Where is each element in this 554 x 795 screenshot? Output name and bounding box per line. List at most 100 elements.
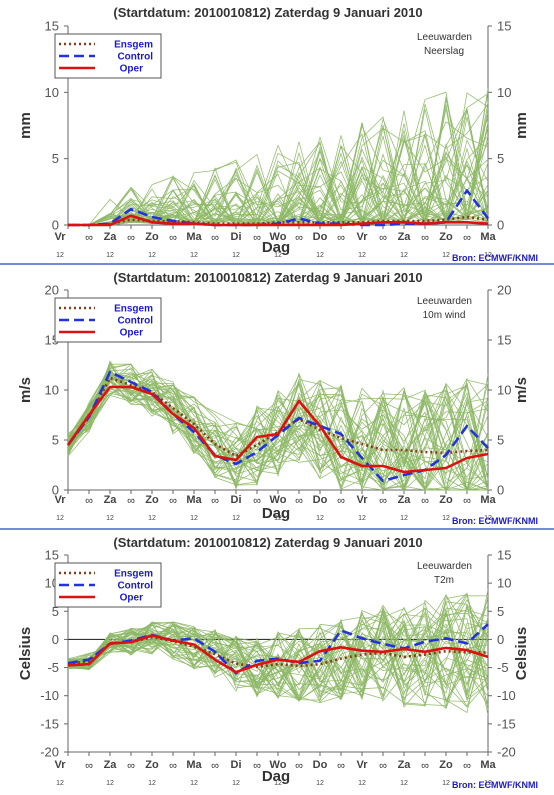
- x-day-label: Ma: [480, 231, 496, 243]
- y-tick-label: -20: [40, 745, 59, 760]
- y-tick-label: 0: [497, 218, 504, 233]
- x-day-label: Zo: [145, 494, 159, 506]
- y-tick-label: -20: [497, 745, 516, 760]
- ensemble-member-line: [67, 372, 489, 491]
- y-axis-label: Celsius: [17, 627, 34, 680]
- chart-panel-neerslag: (Startdatum: 2010010812) Zaterdag 9 Janu…: [17, 5, 538, 263]
- ensemble-members: [67, 589, 489, 716]
- y-tick-label: 5: [52, 151, 59, 166]
- x-day-label: Wo: [270, 231, 287, 243]
- x-hour-label: 12: [316, 252, 324, 259]
- y-tick-label: 20: [45, 283, 59, 298]
- x-halfday-marker: ∞: [421, 495, 429, 507]
- y-tick-label: 10: [497, 85, 511, 100]
- y-tick-label: 5: [497, 604, 504, 619]
- x-hour-label: 12: [148, 252, 156, 259]
- x-day-label: Za: [398, 494, 412, 506]
- x-day-label: Vr: [54, 759, 66, 771]
- y-tick-label: 0: [52, 632, 59, 647]
- x-halfday-marker: ∞: [169, 495, 177, 507]
- ensemble-member-line: [67, 367, 489, 489]
- y-tick-label: 5: [52, 604, 59, 619]
- legend-label-control: Control: [117, 581, 153, 592]
- x-day-label: Ma: [186, 231, 202, 243]
- x-halfday-marker: ∞: [337, 495, 345, 507]
- x-day-label: Di: [231, 494, 242, 506]
- x-hour-label: 12: [56, 780, 64, 787]
- legend-label-oper: Oper: [120, 64, 143, 75]
- x-halfday-marker: ∞: [169, 232, 177, 244]
- y-axis-label: mm: [513, 112, 530, 139]
- x-day-label: Vr: [54, 231, 66, 243]
- ensemble-member-line: [68, 110, 489, 226]
- y-axis-label: m/s: [513, 377, 530, 403]
- source-label: Bron: ECMWF/KNMI: [452, 516, 538, 526]
- x-halfday-marker: ∞: [253, 232, 261, 244]
- x-hour-label: 12: [400, 780, 408, 787]
- x-axis-label: Dag: [262, 505, 290, 522]
- x-day-label: Za: [398, 759, 412, 771]
- y-tick-label: -10: [40, 688, 59, 703]
- ensemble-member-line: [67, 371, 489, 491]
- legend-label-ensgem: Ensgem: [114, 304, 153, 315]
- x-hour-label: 12: [106, 780, 114, 787]
- x-day-label: Wo: [270, 494, 287, 506]
- variable-label: Neerslag: [424, 46, 464, 57]
- x-day-label: Do: [313, 231, 328, 243]
- x-hour-label: 12: [484, 780, 492, 787]
- ensemble-member-line: [67, 606, 489, 687]
- ensemble-members: [67, 360, 489, 492]
- ensemble-member-line: [67, 606, 489, 697]
- series-line-oper: [66, 385, 489, 474]
- ensemble-member-line: [67, 607, 489, 681]
- x-hour-label: 12: [274, 252, 282, 259]
- x-hour-label: 12: [232, 252, 240, 259]
- x-hour-label: 12: [316, 515, 324, 522]
- y-tick-label: -15: [40, 716, 59, 731]
- x-day-label: Wo: [270, 759, 287, 771]
- legend-box: [54, 297, 162, 343]
- legend-label-control: Control: [117, 52, 153, 63]
- ensemble-member-line: [67, 386, 489, 492]
- chart-title: (Startdatum: 2010010812) Zaterdag 9 Janu…: [113, 270, 422, 285]
- x-hour-label: 12: [358, 780, 366, 787]
- series-line-oper: [68, 214, 489, 227]
- x-day-label: Zo: [145, 231, 159, 243]
- x-hour-label: 12: [274, 780, 282, 787]
- x-halfday-marker: ∞: [211, 232, 219, 244]
- x-day-label: Di: [231, 759, 242, 771]
- legend-label-oper: Oper: [120, 593, 143, 604]
- x-day-label: Vr: [356, 231, 368, 243]
- chart-title: (Startdatum: 2010010812) Zaterdag 9 Janu…: [113, 535, 422, 550]
- y-tick-label: 10: [45, 85, 59, 100]
- x-halfday-marker: ∞: [337, 760, 345, 772]
- ensemble-members: [68, 88, 489, 227]
- source-label: Bron: ECMWF/KNMI: [452, 253, 538, 263]
- ensemble-member-line: [67, 377, 489, 492]
- y-axis-label: Celsius: [513, 627, 530, 680]
- ensemble-member-line: [67, 607, 489, 704]
- x-halfday-marker: ∞: [127, 232, 135, 244]
- ensemble-member-line: [67, 376, 489, 492]
- chart-title: (Startdatum: 2010010812) Zaterdag 9 Janu…: [113, 5, 422, 20]
- x-day-label: Do: [313, 494, 328, 506]
- x-day-label: Zo: [439, 231, 453, 243]
- x-halfday-marker: ∞: [211, 495, 219, 507]
- legend-label-ensgem: Ensgem: [114, 569, 153, 580]
- x-hour-label: 12: [56, 252, 64, 259]
- x-hour-label: 12: [358, 252, 366, 259]
- x-hour-label: 12: [358, 515, 366, 522]
- x-halfday-marker: ∞: [127, 495, 135, 507]
- legend-label-oper: Oper: [120, 328, 143, 339]
- x-hour-label: 12: [148, 515, 156, 522]
- y-tick-label: 20: [497, 283, 511, 298]
- x-day-label: Ma: [480, 759, 496, 771]
- ensemble-member-line: [67, 363, 489, 491]
- y-axis-label: mm: [17, 112, 34, 139]
- x-halfday-marker: ∞: [379, 232, 387, 244]
- y-tick-label: -15: [497, 716, 516, 731]
- ensemble-member-line: [67, 605, 489, 695]
